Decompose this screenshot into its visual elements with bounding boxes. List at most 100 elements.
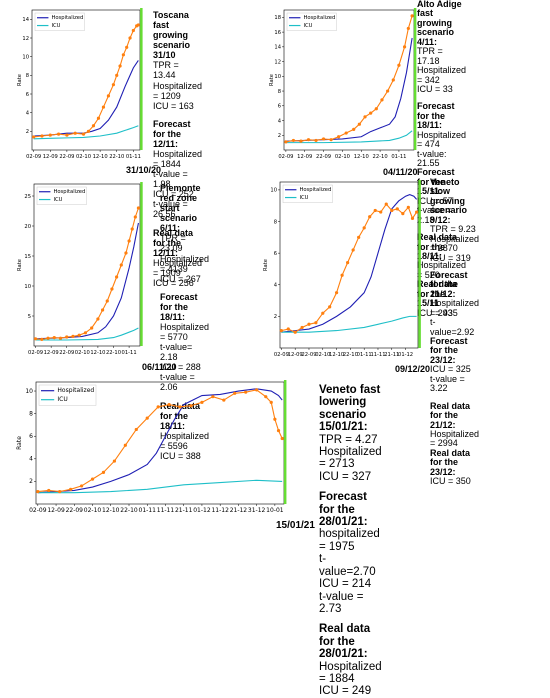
x-tick-label: 02-09 [28,350,43,356]
observed-point [352,127,356,131]
info-line: ICU = 214 [319,578,372,591]
observed-point [123,443,127,447]
observed-point [125,45,129,49]
legend: Hospitalized ICU [38,384,97,406]
observed-point [363,115,367,119]
x-tick-label: 12-09 [44,350,59,356]
info-line: TPR = 17.18 [417,46,443,66]
observed-point [233,391,237,395]
y-tick-label: 10 [25,388,33,395]
info-alto-adige: Alto Adige fast growing scenario 4/11: TPR… [417,0,466,318]
legend: Hospitalized ICU [286,12,337,31]
x-tick-label: 12-10 [354,154,369,160]
info-line: ICU = 33 [417,83,453,94]
observed-point [128,36,132,40]
observed-point [100,308,105,312]
observed-line [33,24,139,138]
observed-point [379,210,383,214]
observed-point [276,428,281,433]
date-label: 06/11\20 [142,362,177,372]
info-line: ICU = 327 [319,470,372,483]
observed-point [81,132,86,136]
x-tick-label: 12-10 [102,507,120,514]
y-tick-label: 18 [274,15,281,21]
info-heading: Forecast for the 18/11: [160,291,198,322]
info-heading: Real data for the 28/01/21: [319,623,371,661]
info-heading: Real data for the 18/11: [417,232,458,261]
info-heading: lowering scenario 15/01/21: [319,396,368,434]
x-tick-label: 12-09 [297,154,312,160]
info-line: TPR = 23.09 [160,233,186,254]
y-tick-label: 8 [274,219,277,225]
y-tick-label: 12 [274,59,281,65]
y-tick-label: 6 [274,251,277,257]
legend-label: Hospitalized [303,15,335,21]
observed-point [384,202,388,206]
observed-point [334,291,339,295]
observed-point [314,138,318,143]
observed-point [269,400,273,404]
y-tick-label: 10 [22,54,29,60]
info-line: Hospitalized = 1209 [153,80,203,101]
observed-point [344,131,348,135]
y-tick-label: 4 [274,283,278,289]
x-tick-label: 31-12 [248,507,266,514]
observed-point [279,329,283,333]
y-tick-label: 16 [274,30,281,36]
spacer [319,483,382,491]
y-tick-label: 15 [24,254,31,260]
y-axis-label: Rate [17,259,23,271]
observed-point [101,105,106,109]
observed-point [373,208,377,213]
y-tick-label: 10 [270,188,277,194]
legend-label: ICU [57,396,67,403]
observed-point [32,135,36,139]
observed-point [134,427,138,432]
observed-point [346,261,350,265]
series-line-icu [35,327,139,341]
observed-point [65,335,69,339]
observed-point [402,45,407,49]
x-tick-label: 21-11 [175,507,193,514]
y-axis-label: Rate [16,436,23,450]
x-tick-label: 10-01 [266,507,284,514]
info-line: Hospitalized = 2935 [430,298,480,318]
legend-label: Hospitalized [57,387,94,394]
legend-label: ICU [53,197,62,203]
observed-point [56,132,61,136]
y-tick-label: 10 [274,74,281,80]
observed-point [73,131,77,135]
observed-point [145,416,149,420]
x-tick-label: 01-11 [126,154,141,160]
x-tick-label: 22-10 [109,154,124,160]
observed-point [357,122,361,126]
y-tick-label: 6 [29,433,33,440]
observed-point [71,334,75,338]
chart-svg: 2 4 6 8 10 12 14 02-09 12-09 22-09 02-10 12-10 22-10… [17,8,143,160]
info-line: TPR = 9.23 [430,224,476,235]
info-heading: Real data for the 23/12: [430,447,471,477]
observed-point [65,133,69,137]
y-tick-label: 2 [274,314,277,320]
info-heading: growing scenario 31/10 [153,30,191,61]
observed-point [368,215,372,219]
info-line: ICU = 163 [153,100,194,111]
observed-point [369,111,373,115]
observed-point [291,138,296,143]
spacer [319,615,382,623]
series-line-icu [285,130,413,144]
x-tick-label: 22-09 [66,507,84,514]
observed-point [101,470,106,474]
info-line: t-value = 1.98 [153,169,188,190]
legend-label: Hospitalized [53,189,85,195]
observed-point [321,311,325,315]
observed-point [96,317,100,321]
info-heading: Toscana fast [153,10,189,31]
observed-point [58,489,62,494]
y-tick-label: 8 [26,73,29,79]
chart-svg: 5 10 15 20 25 02-09 12-09 22-09 02-10 12-10 22-10 0… [17,182,143,356]
x-tick-label: 02-09 [29,507,47,514]
x-tick-label: 11-11 [157,507,175,514]
x-tick-label: 01-11 [357,352,372,358]
